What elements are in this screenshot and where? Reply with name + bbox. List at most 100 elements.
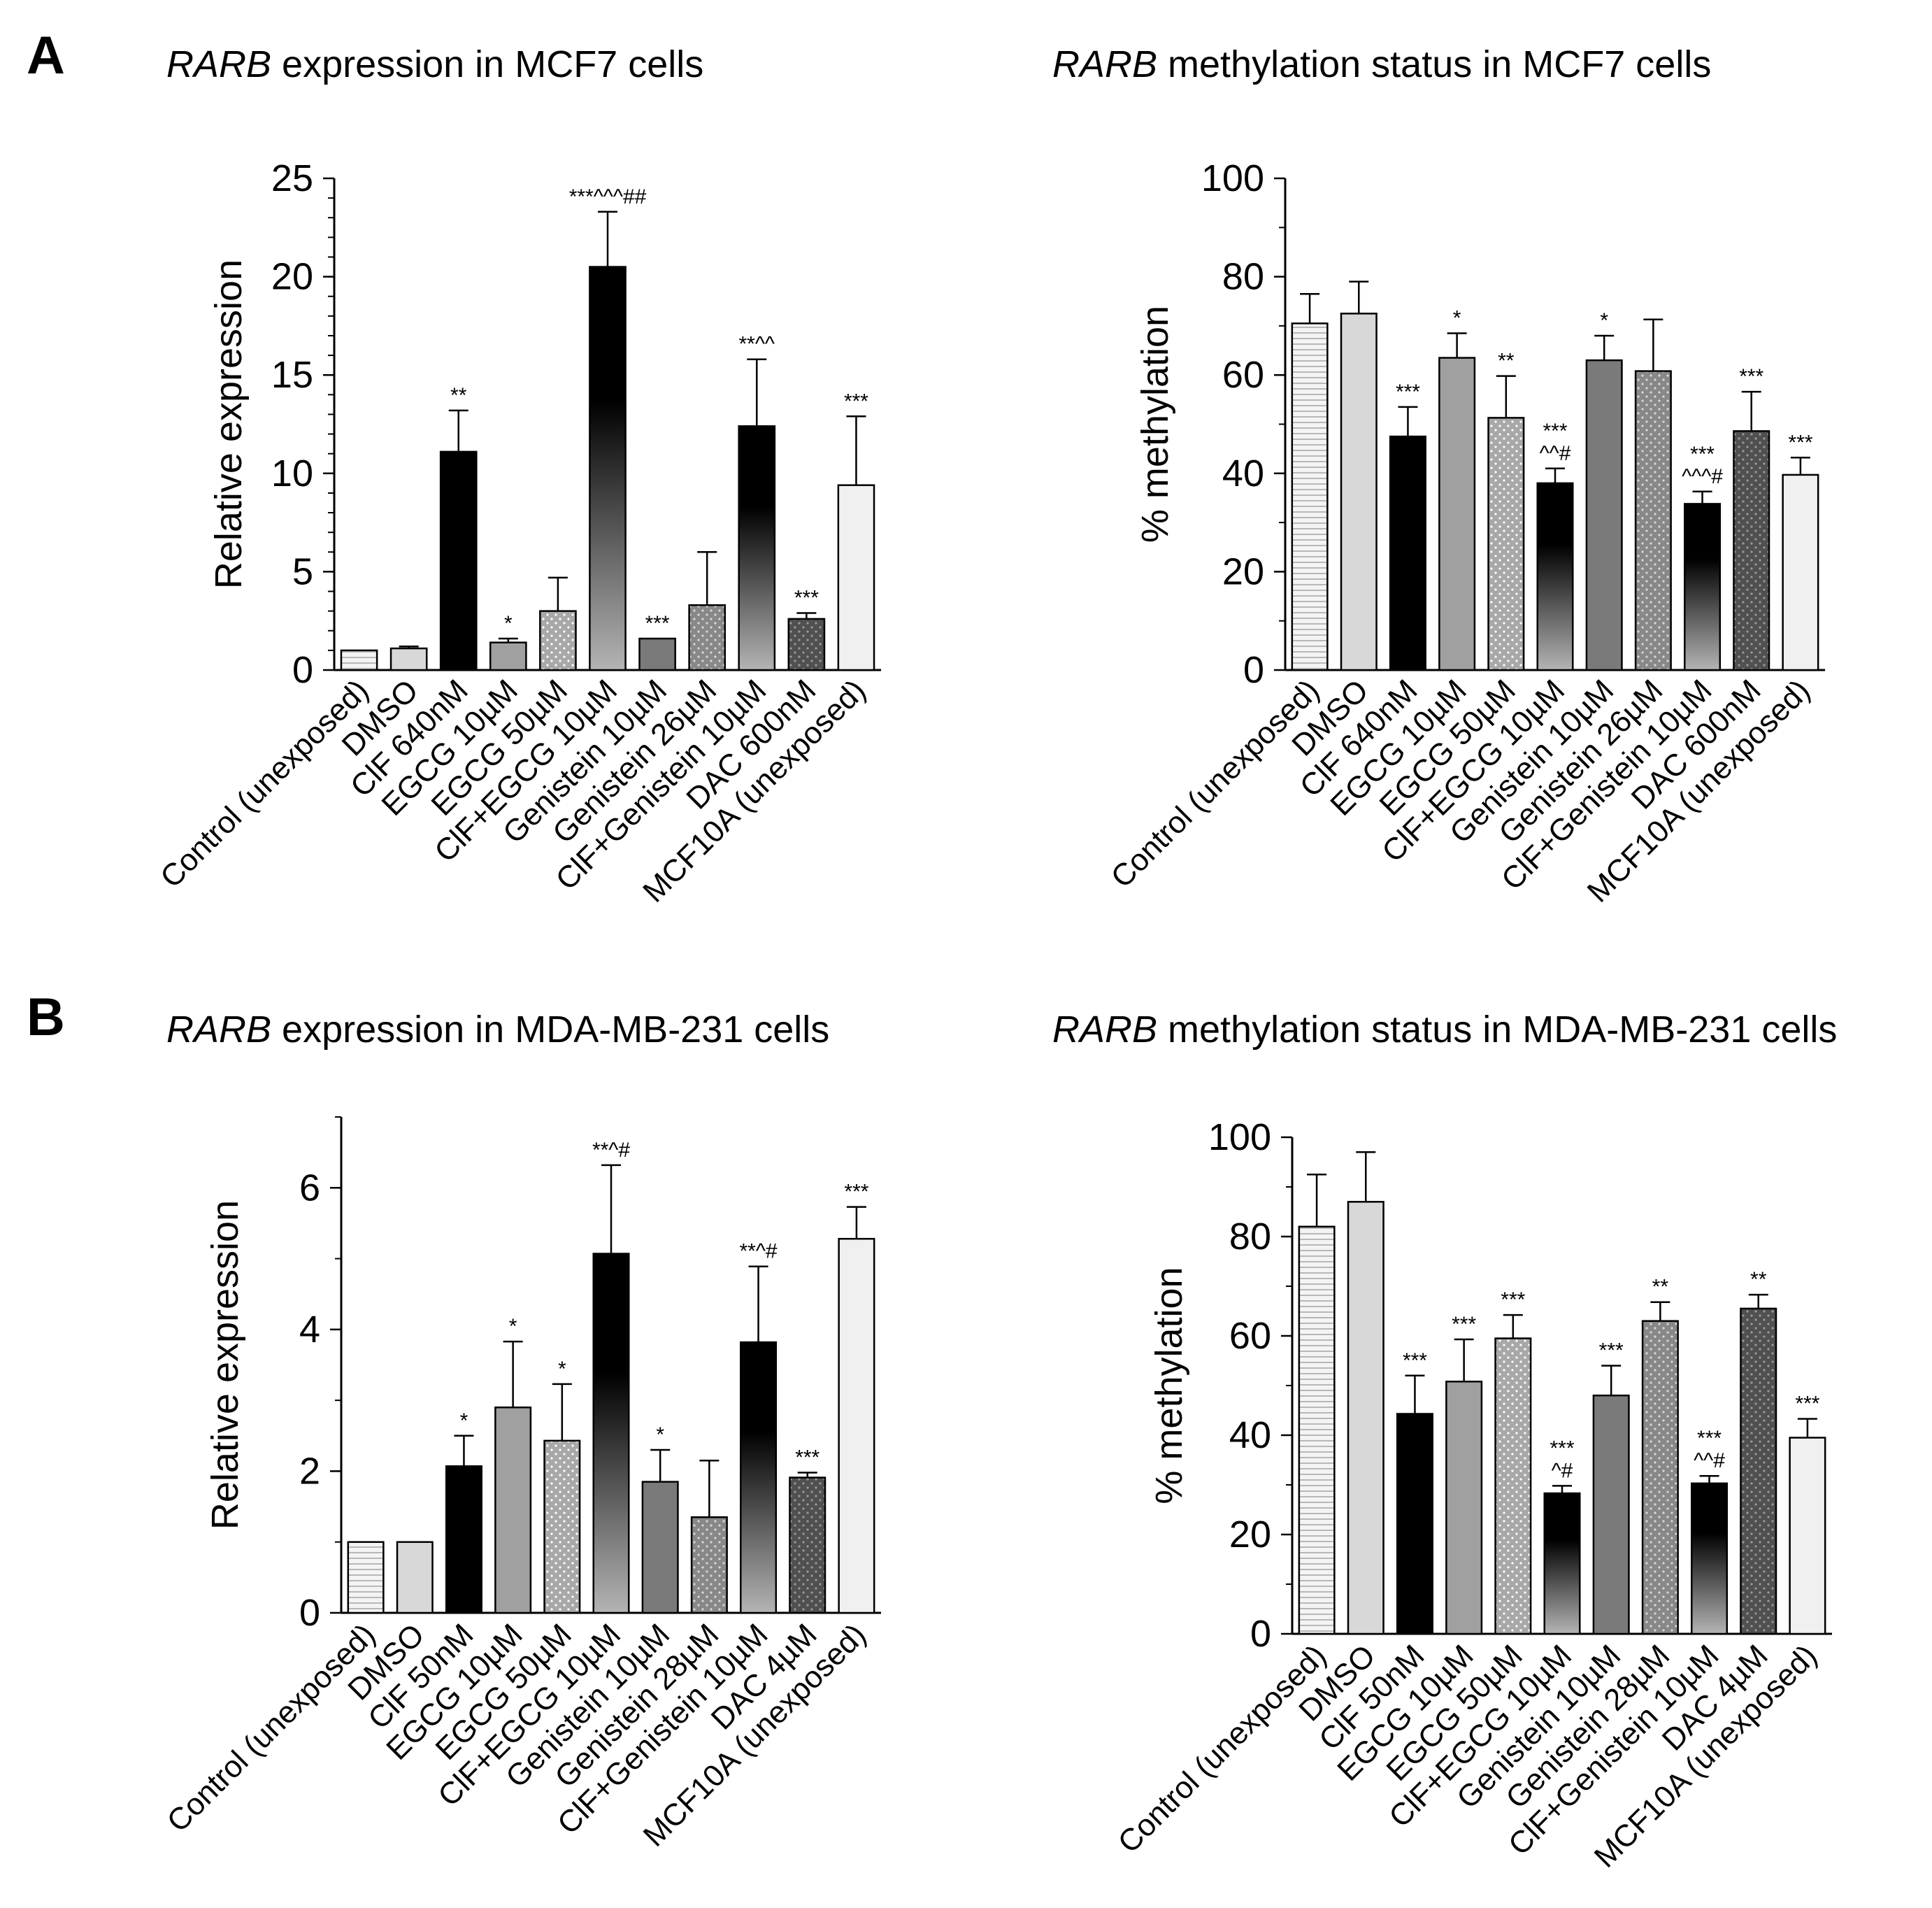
significance-label: *** (844, 390, 868, 413)
bar (638, 637, 676, 671)
bar (838, 1237, 875, 1614)
x-category-label: Control (unexposed) (154, 673, 375, 895)
bar (1684, 503, 1722, 671)
bar (690, 1516, 728, 1614)
y-tick-label: 100 (1201, 157, 1264, 199)
chart-title-text: methylation status in MCF7 cells (1157, 43, 1711, 85)
y-axis-label: Relative expression (204, 1200, 246, 1530)
y-tick-label: 20 (1222, 550, 1264, 592)
significance-label: * (509, 1315, 517, 1338)
y-tick-label: 0 (1250, 1613, 1271, 1655)
panel-letter-b: B (27, 988, 65, 1047)
significance-label: ^^^# (1682, 465, 1723, 488)
significance-label: *** (1550, 1437, 1574, 1460)
significance-label: * (1600, 309, 1608, 332)
chart-title: RARB methylation status in MDA-MB-231 ce… (1052, 1009, 1837, 1051)
significance-label: *** (794, 586, 819, 609)
x-category-label: Control (unexposed) (1105, 673, 1326, 895)
bar (347, 1541, 385, 1614)
chart-title: RARB methylation status in MCF7 cells (1052, 43, 1711, 85)
bar (1340, 313, 1378, 671)
chart-title-gene: RARB (1052, 43, 1157, 85)
y-tick-label: 15 (271, 354, 313, 396)
significance-label: *** (1788, 431, 1812, 454)
bar (740, 1341, 778, 1614)
chart-title-text: expression in MDA-MB-231 cells (271, 1009, 829, 1051)
bar (592, 1253, 630, 1614)
bar (1487, 417, 1525, 671)
chart-title-text: expression in MCF7 cells (271, 43, 703, 85)
x-category-label: Control (unexposed) (161, 1617, 382, 1839)
chart-title-gene: RARB (166, 1009, 271, 1051)
significance-label: ^^# (1540, 442, 1571, 465)
bar (1389, 435, 1426, 671)
significance-label: ** (1498, 350, 1515, 373)
bar (543, 1439, 581, 1614)
y-tick-label: 40 (1229, 1414, 1271, 1456)
significance-label: *** (1543, 420, 1567, 443)
bar (1641, 1320, 1679, 1635)
chart-title-gene: RARB (1052, 1009, 1157, 1051)
significance-label: * (558, 1358, 566, 1381)
bar (1592, 1394, 1630, 1635)
significance-label: * (1453, 306, 1461, 329)
panel-letter-a: A (27, 26, 65, 85)
significance-label: *** (1697, 1427, 1722, 1450)
bar (1347, 1201, 1384, 1635)
y-tick-label: 4 (299, 1309, 320, 1351)
bar (389, 647, 428, 671)
y-tick-label: 0 (292, 649, 313, 691)
chart-title-text: methylation status in MDA-MB-231 cells (1157, 1009, 1837, 1051)
bar (1396, 1413, 1433, 1635)
bar (539, 610, 577, 671)
y-tick-label: 5 (292, 550, 313, 592)
significance-label: ** (1750, 1268, 1767, 1291)
bar (738, 425, 776, 671)
y-tick-label: 0 (299, 1592, 320, 1634)
significance-label: ***^^^## (569, 185, 647, 208)
bar (1585, 359, 1623, 671)
y-tick-label: 80 (1222, 256, 1264, 298)
bar (1740, 1307, 1777, 1635)
significance-label: * (504, 612, 513, 635)
bar (787, 618, 826, 671)
bar (1789, 1437, 1826, 1635)
significance-label: *** (1690, 443, 1715, 466)
bar (1536, 482, 1574, 671)
bar (1438, 357, 1476, 671)
significance-label: **^# (592, 1139, 630, 1162)
significance-label: *** (795, 1446, 820, 1469)
bar (1291, 322, 1329, 671)
significance-label: *** (1403, 1349, 1427, 1372)
x-category-label: Control (unexposed) (1112, 1638, 1333, 1860)
chart-mda-expression: RARB expression in MDA-MB-231 cells Relat… (161, 1009, 881, 1853)
significance-label: **^^ (739, 333, 775, 356)
bar (789, 1476, 827, 1614)
bar (439, 450, 478, 671)
significance-label: *** (844, 1181, 868, 1204)
significance-label: ** (450, 384, 467, 407)
y-axis-label: % methylation (1134, 306, 1176, 543)
chart-title: RARB expression in MDA-MB-231 cells (166, 1009, 829, 1051)
y-axis-label: % methylation (1148, 1267, 1190, 1504)
chart-title: RARB expression in MCF7 cells (166, 43, 703, 85)
bar (494, 1407, 532, 1614)
y-tick-label: 10 (271, 453, 313, 494)
y-tick-label: 0 (1243, 649, 1264, 691)
bar (340, 649, 378, 671)
bar (641, 1481, 679, 1614)
bar (445, 1465, 482, 1614)
y-tick-label: 100 (1208, 1116, 1271, 1158)
significance-label: *** (1599, 1339, 1624, 1362)
bar (589, 266, 627, 671)
bar (1445, 1381, 1483, 1635)
bar (688, 604, 727, 671)
y-tick-label: 40 (1222, 453, 1264, 494)
chart-title-gene: RARB (166, 43, 271, 85)
significance-label: **^# (739, 1240, 777, 1263)
y-tick-label: 60 (1229, 1315, 1271, 1357)
bar (1634, 370, 1672, 671)
significance-label: * (460, 1409, 468, 1432)
y-tick-label: 20 (271, 256, 313, 298)
